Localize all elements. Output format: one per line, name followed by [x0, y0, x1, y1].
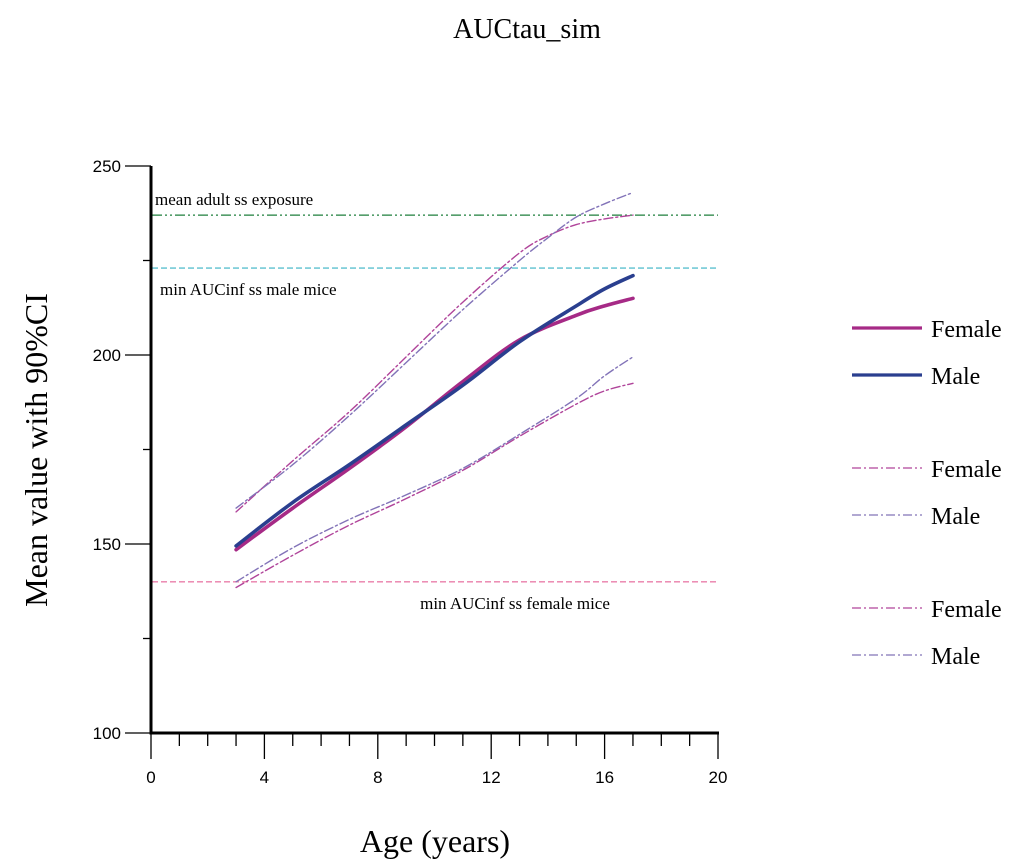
y-tick-label: 200: [93, 346, 121, 365]
reference-line-label: min AUCinf ss male mice: [160, 280, 337, 299]
x-tick-label: 0: [146, 768, 155, 787]
legend-label: Female: [931, 457, 1002, 483]
y-tick-label: 100: [93, 724, 121, 743]
x-tick-label: 20: [709, 768, 728, 787]
axes: 100 150 200 250 0 4 8 12 16 20: [93, 157, 728, 787]
series-line-male-lower: [235, 356, 634, 583]
y-tick-label: 150: [93, 535, 121, 554]
series-line-male-upper: [235, 191, 634, 509]
x-axis-label: Age (years): [360, 823, 510, 859]
x-tick-label: 16: [595, 768, 614, 787]
x-tick-label: 12: [482, 768, 501, 787]
x-tick-label: 4: [260, 768, 269, 787]
y-axis-label: Mean value with 90%CI: [18, 293, 54, 607]
legend: Female Male Female Male Female Male: [852, 317, 1002, 670]
reference-line-label: min AUCinf ss female mice: [420, 594, 610, 613]
y-tick-label: 250: [93, 157, 121, 176]
legend-label: Male: [931, 364, 980, 390]
x-tick-label: 8: [373, 768, 382, 787]
legend-label: Female: [931, 317, 1002, 343]
series-line-female-upper: [235, 214, 634, 513]
reference-line-label: mean adult ss exposure: [155, 190, 313, 209]
chart-title: AUCtau_sim: [453, 14, 601, 45]
legend-label: Female: [931, 597, 1002, 623]
series-line-female-mean: [234, 296, 635, 552]
series-lines: [234, 191, 635, 589]
legend-label: Male: [931, 644, 980, 670]
legend-label: Male: [931, 504, 980, 530]
series-line-male-mean: [234, 273, 635, 548]
series-line-female-lower: [235, 382, 634, 589]
